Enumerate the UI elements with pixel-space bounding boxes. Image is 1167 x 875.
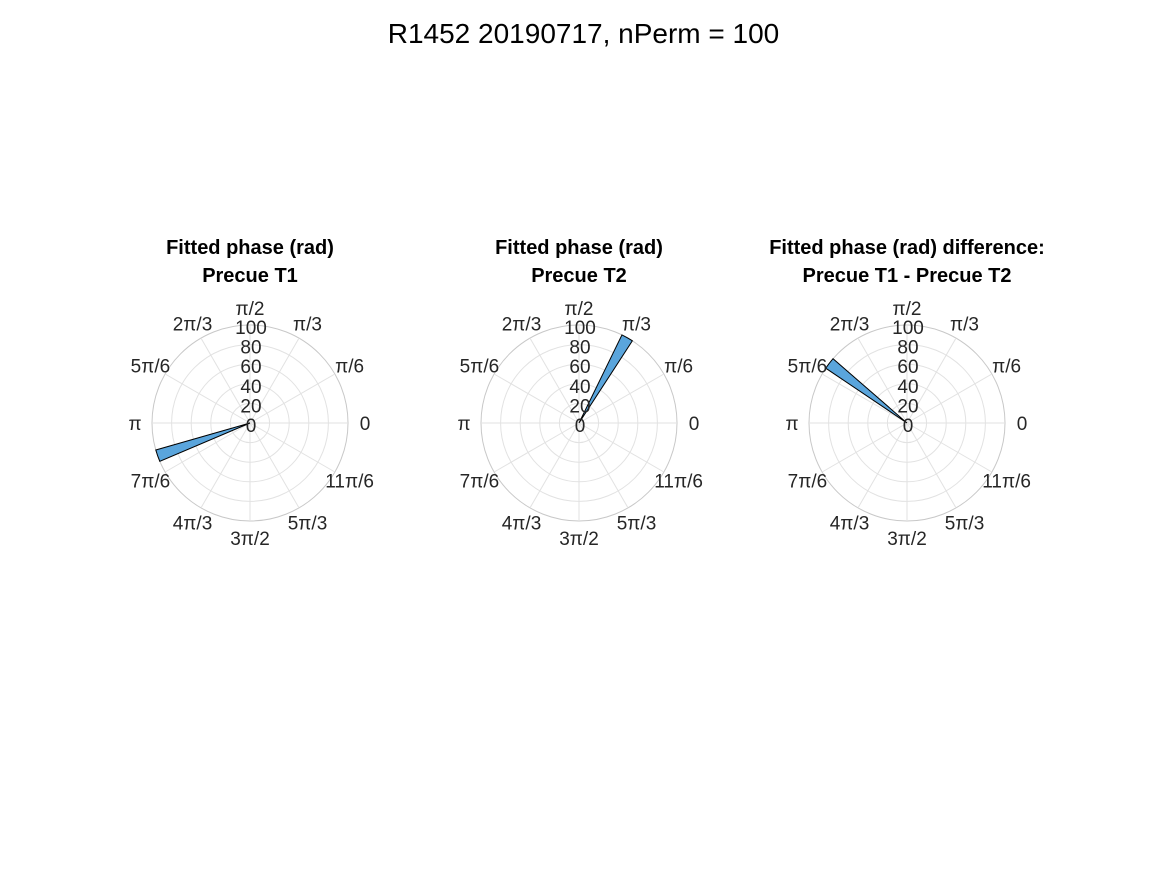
theta-tick-label: π/6 xyxy=(992,357,1021,378)
theta-tick-label: 5π/6 xyxy=(788,357,828,378)
theta-tick-label: 2π/3 xyxy=(502,314,542,335)
theta-tick-label: 0 xyxy=(360,414,371,435)
r-tick-label: 100 xyxy=(564,318,596,339)
r-tick-label: 80 xyxy=(569,338,590,359)
theta-tick-label: 7π/6 xyxy=(788,472,828,493)
angular-gridline xyxy=(906,422,957,509)
histogram-bar xyxy=(825,358,908,424)
r-tick-label: 0 xyxy=(903,416,914,437)
angular-gridline xyxy=(578,422,629,509)
r-tick-label: 60 xyxy=(897,357,918,378)
polar-plot-2: Fitted phase (rad)Precue T20204060801000… xyxy=(457,237,702,550)
theta-tick-label: 0 xyxy=(1017,414,1028,435)
theta-tick-label: π xyxy=(128,414,141,435)
angular-gridline xyxy=(529,337,580,424)
theta-tick-label: 5π/3 xyxy=(945,514,985,535)
r-tick-label: 0 xyxy=(575,416,586,437)
figure-title: R1452 20190717, nPerm = 100 xyxy=(387,18,780,49)
angular-gridline xyxy=(906,373,993,424)
r-tick-label: 60 xyxy=(240,357,261,378)
r-tick-label: 100 xyxy=(892,318,924,339)
plot-title-line: Fitted phase (rad) difference: xyxy=(769,237,1045,259)
polar-plot-3: Fitted phase (rad) difference: Precue T1 … xyxy=(769,237,1045,550)
theta-tick-label: 5π/3 xyxy=(617,514,657,535)
theta-tick-label: 4π/3 xyxy=(502,514,542,535)
plot-title-line: Precue T2 xyxy=(531,265,627,287)
theta-tick-label: π/6 xyxy=(335,357,364,378)
plot-title-line: Precue T1 xyxy=(202,265,298,287)
r-tick-label: 60 xyxy=(569,357,590,378)
theta-tick-label: 4π/3 xyxy=(173,514,213,535)
theta-tick-label: π xyxy=(785,414,798,435)
theta-tick-label: 3π/2 xyxy=(887,529,927,550)
angular-gridline xyxy=(906,337,957,424)
angular-gridline xyxy=(249,422,336,473)
r-tick-label: 80 xyxy=(240,338,261,359)
r-tick-label: 40 xyxy=(569,377,590,398)
r-tick-label: 40 xyxy=(240,377,261,398)
theta-tick-label: π/3 xyxy=(293,314,322,335)
theta-tick-label: 3π/2 xyxy=(559,529,599,550)
angular-gridline xyxy=(529,422,580,509)
histogram-bar xyxy=(578,334,634,424)
angular-gridline xyxy=(493,422,580,473)
plot-title-line: Fitted phase (rad) xyxy=(495,237,663,259)
theta-tick-label: 2π/3 xyxy=(830,314,870,335)
angular-gridline xyxy=(200,337,251,424)
angular-gridline xyxy=(164,422,251,473)
angular-gridline xyxy=(857,337,908,424)
theta-tick-label: 3π/2 xyxy=(230,529,270,550)
polar-plot-1: Fitted phase (rad)Precue T10204060801000… xyxy=(128,237,373,550)
angular-gridline xyxy=(493,373,580,424)
theta-tick-label: 5π/6 xyxy=(460,357,500,378)
theta-tick-label: π/2 xyxy=(236,299,265,320)
angular-gridline xyxy=(821,422,908,473)
angular-gridline xyxy=(578,373,665,424)
theta-tick-label: 7π/6 xyxy=(460,472,500,493)
r-tick-label: 20 xyxy=(240,396,261,417)
r-tick-label: 100 xyxy=(235,318,267,339)
angular-gridline xyxy=(249,422,300,509)
r-tick-label: 40 xyxy=(897,377,918,398)
plot-title-line: Precue T1 - Precue T2 xyxy=(803,265,1012,287)
angular-gridline xyxy=(578,422,665,473)
theta-tick-label: 5π/3 xyxy=(288,514,328,535)
theta-tick-label: 4π/3 xyxy=(830,514,870,535)
angular-gridline xyxy=(857,422,908,509)
theta-tick-label: π/3 xyxy=(622,314,651,335)
r-tick-label: 20 xyxy=(569,396,590,417)
angular-gridline xyxy=(249,373,336,424)
theta-tick-label: 11π/6 xyxy=(654,472,703,493)
theta-tick-label: π/3 xyxy=(950,314,979,335)
plot-title-line: Fitted phase (rad) xyxy=(166,237,334,259)
angular-gridline xyxy=(164,373,251,424)
theta-tick-label: 5π/6 xyxy=(131,357,171,378)
theta-tick-label: 11π/6 xyxy=(325,472,374,493)
theta-tick-label: π/2 xyxy=(565,299,594,320)
r-tick-label: 0 xyxy=(246,416,257,437)
theta-tick-label: 11π/6 xyxy=(982,472,1031,493)
theta-tick-label: 7π/6 xyxy=(131,472,171,493)
theta-tick-label: π/6 xyxy=(664,357,693,378)
angular-gridline xyxy=(906,422,993,473)
theta-tick-label: π xyxy=(457,414,470,435)
histogram-bar xyxy=(155,422,251,462)
theta-tick-label: π/2 xyxy=(893,299,922,320)
angular-gridline xyxy=(821,373,908,424)
theta-tick-label: 2π/3 xyxy=(173,314,213,335)
angular-gridline xyxy=(200,422,251,509)
angular-gridline xyxy=(249,337,300,424)
r-tick-label: 20 xyxy=(897,396,918,417)
theta-tick-label: 0 xyxy=(689,414,700,435)
r-tick-label: 80 xyxy=(897,338,918,359)
